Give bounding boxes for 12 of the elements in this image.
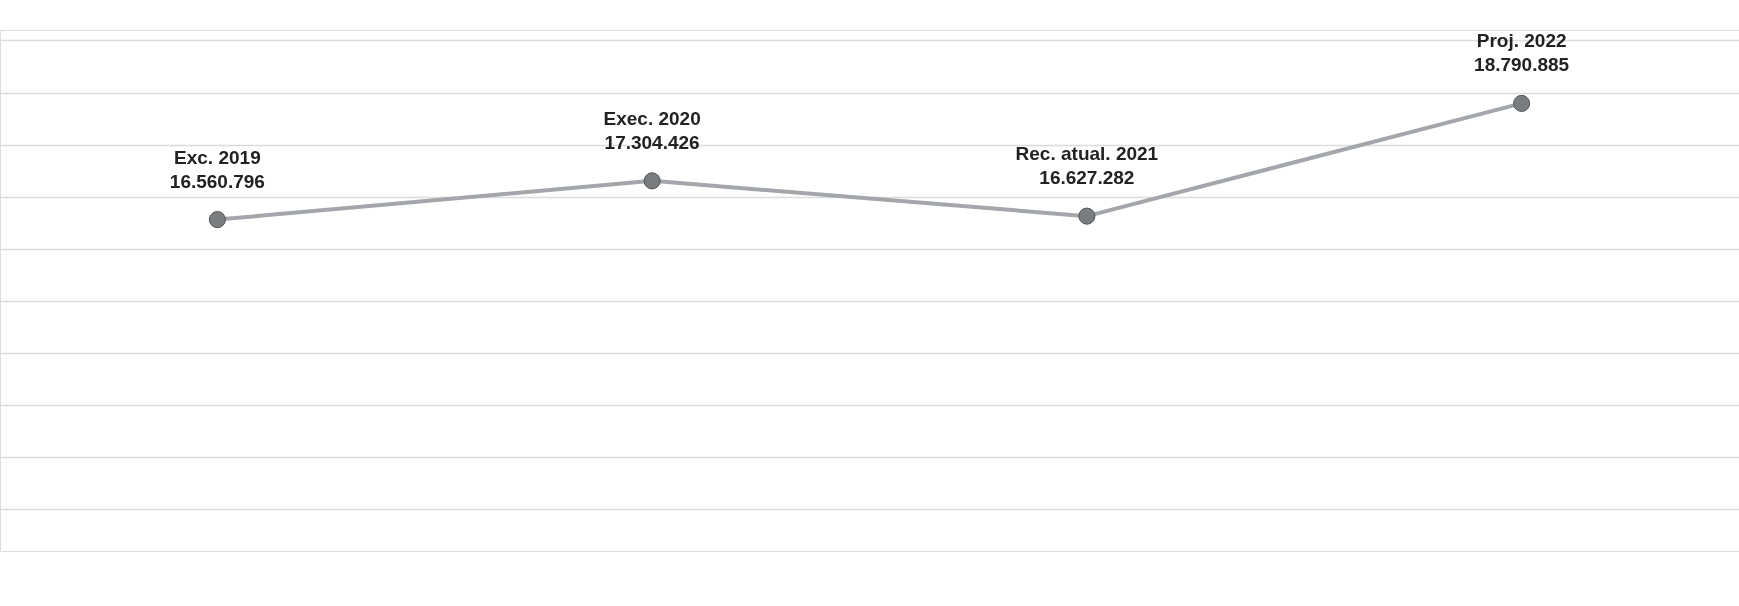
data-label: 17.304.426 <box>604 131 700 153</box>
x-tick-label: Exc. 2019 <box>174 146 261 168</box>
point <box>208 211 226 229</box>
data-label: 18.790.885 <box>1474 54 1570 76</box>
data-label: 16.627.282 <box>1039 167 1135 189</box>
x-tick-label: Rec. atual. 2021 <box>1015 143 1159 165</box>
x-tick-label: Exec. 2020 <box>603 107 701 129</box>
point <box>643 172 661 190</box>
x-tick-label: Proj. 2022 <box>1476 30 1567 52</box>
data-label: 16.560.796 <box>169 170 265 192</box>
point <box>1513 94 1531 112</box>
point <box>1078 207 1096 225</box>
